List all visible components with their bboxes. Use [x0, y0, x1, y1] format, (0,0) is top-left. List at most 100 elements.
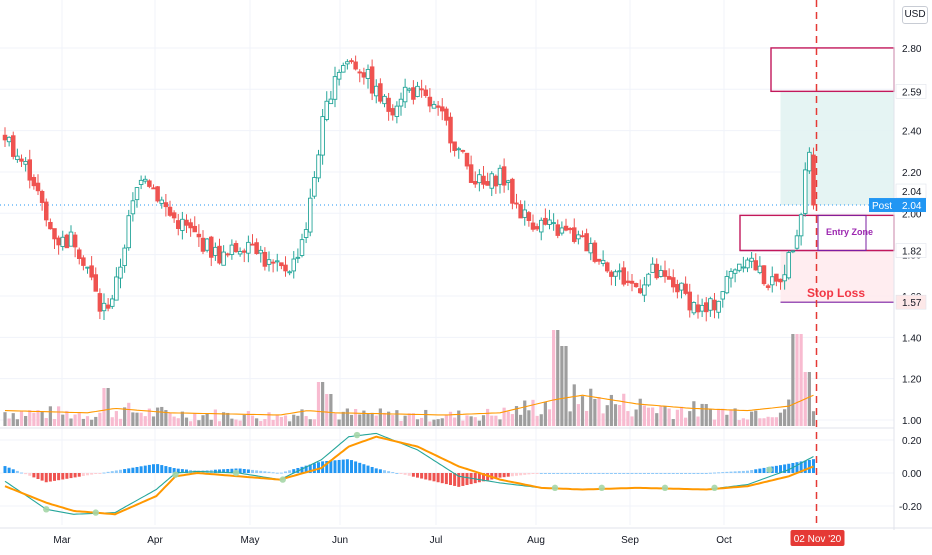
candle-body	[155, 186, 160, 202]
volume-bar	[283, 415, 288, 426]
volume-bar	[94, 416, 98, 426]
macd-histogram-bar	[783, 464, 787, 473]
candle-body	[452, 141, 457, 151]
macd-histogram-bar	[515, 473, 518, 476]
volume-bar	[486, 408, 490, 426]
candle-body	[716, 300, 721, 313]
candle-body	[114, 276, 119, 301]
volume-bar	[411, 413, 415, 426]
macd-histogram-bar	[20, 472, 23, 474]
macd-histogram-bar	[416, 473, 419, 478]
target-box[interactable]	[770, 47, 895, 93]
candle-body	[803, 169, 808, 214]
macd-histogram-bar	[750, 469, 754, 473]
macd-histogram-bar	[593, 473, 597, 474]
candle-body	[52, 228, 57, 240]
volume-bar	[395, 410, 399, 426]
macd-histogram-bar	[152, 464, 155, 473]
macd-tick-label: 0.20	[902, 436, 922, 447]
macd-histogram-bar	[564, 473, 568, 474]
volume-bar	[131, 412, 135, 426]
candle-body	[341, 65, 346, 73]
macd-histogram-bar	[519, 473, 523, 476]
volume-bar	[630, 416, 634, 426]
macd-histogram-bar	[119, 469, 122, 473]
macd-histogram-bar	[696, 473, 700, 474]
candle-body	[275, 260, 280, 263]
volume-bar	[576, 404, 580, 426]
candle-body	[411, 87, 416, 100]
volume-bar	[391, 415, 395, 426]
volume-bar	[708, 409, 712, 426]
candle-body	[266, 259, 272, 265]
currency-badge[interactable]: USD	[902, 6, 928, 24]
volume-bar	[81, 418, 85, 426]
candle-body	[481, 175, 486, 185]
volume-bar	[403, 415, 407, 426]
cross-marker	[711, 484, 718, 492]
candle-body	[167, 206, 173, 216]
volume-bar	[275, 414, 279, 426]
candle-body	[159, 199, 164, 204]
price-marker[interactable]: 1.57	[895, 294, 927, 310]
macd-histogram-bar	[114, 470, 118, 473]
macd-histogram-bar	[57, 473, 61, 481]
cross-marker	[172, 471, 179, 478]
volume-bar	[774, 417, 778, 426]
macd-histogram-bar	[725, 471, 729, 473]
volume-bar	[193, 413, 197, 426]
macd-histogram-bar	[741, 470, 745, 473]
macd-histogram-bar	[263, 471, 267, 473]
volume-bar	[209, 419, 213, 426]
macd-histogram-bar	[218, 469, 221, 473]
price-marker[interactable]: 2.04	[895, 183, 927, 199]
price-marker[interactable]: 2.59	[895, 84, 927, 99]
macd-histogram-bar	[267, 471, 271, 473]
macd-histogram-bar	[523, 473, 527, 475]
candle-body	[704, 302, 709, 313]
price-marker[interactable]: 1.82	[895, 243, 927, 258]
price-marker[interactable]: Post 2.04	[869, 198, 926, 213]
candle-body	[460, 149, 466, 152]
stop-zone	[780, 250, 894, 303]
candle-body	[184, 219, 189, 226]
candle-body	[613, 271, 618, 277]
candle-body	[204, 238, 210, 251]
volume-bar	[127, 402, 131, 426]
price-marker-caption: Post	[872, 201, 892, 212]
candle-body	[592, 242, 598, 262]
macd-histogram-bar	[486, 473, 490, 481]
macd-histogram-bar	[275, 472, 279, 474]
macd-histogram-bar	[477, 473, 481, 483]
macd-histogram-bar	[634, 473, 638, 474]
candle-body	[596, 258, 602, 262]
candle-body	[679, 282, 684, 291]
candle-body	[60, 236, 66, 247]
macd-histogram-bar	[444, 473, 448, 485]
candle-body	[19, 158, 24, 162]
macd-histogram-bar	[589, 473, 593, 474]
candle-body	[778, 278, 783, 283]
macd-histogram-bar	[502, 473, 506, 478]
price-marker-bg	[895, 243, 927, 258]
macd-histogram-bar	[32, 473, 36, 478]
candle-body	[250, 243, 255, 246]
macd-histogram-bar	[185, 469, 188, 473]
macd-histogram-bar	[642, 473, 646, 474]
candle-body	[506, 180, 511, 183]
signal-line	[4, 435, 814, 516]
macd-histogram-bar	[737, 471, 741, 473]
candle-body	[217, 245, 222, 264]
volume-bar	[593, 398, 597, 426]
candle-body	[572, 227, 577, 242]
candle-body	[473, 181, 478, 185]
candle-body	[353, 61, 358, 70]
macd-histogram-bar	[713, 472, 716, 474]
candle-body	[89, 265, 94, 278]
volume-bar	[811, 411, 816, 426]
candle-body	[431, 103, 437, 109]
candle-body	[427, 96, 433, 107]
candle-body	[794, 235, 800, 249]
macd-histogram-bar	[684, 473, 688, 474]
macd-histogram-bar	[581, 473, 584, 474]
